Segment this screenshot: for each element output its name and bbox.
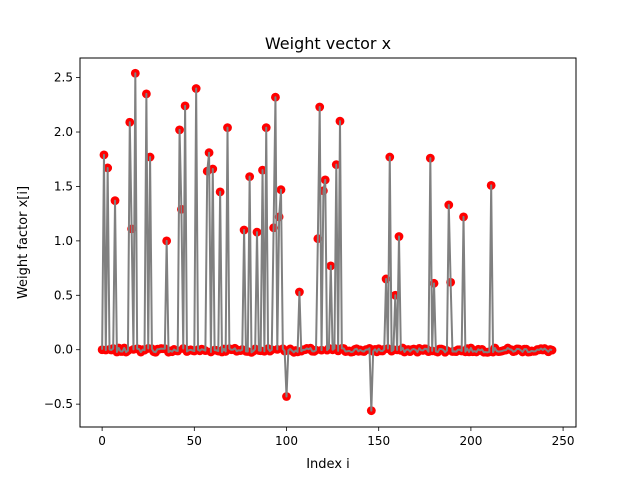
x-tick-label: 0 bbox=[98, 434, 106, 448]
y-tick-label: 1.5 bbox=[54, 179, 73, 193]
series-line bbox=[101, 72, 553, 412]
x-tick-label: 100 bbox=[275, 434, 298, 448]
axis-ticks: 0 50 100 150 200 250 −0.5 0.0 0.5 1.0 1.5 2.0 2.5 bbox=[44, 71, 575, 448]
plot-content bbox=[97, 68, 557, 416]
y-tick-label: 2.5 bbox=[54, 71, 73, 85]
x-tick-label: 50 bbox=[187, 434, 202, 448]
y-tick-label: 2.0 bbox=[54, 125, 73, 139]
y-tick-label: 0.0 bbox=[54, 343, 73, 357]
x-tick-label: 250 bbox=[552, 434, 575, 448]
chart-title: Weight vector x bbox=[265, 34, 391, 53]
y-tick-label: 1.0 bbox=[54, 234, 73, 248]
y-tick-label: 0.5 bbox=[54, 288, 73, 302]
x-tick-label: 200 bbox=[459, 434, 482, 448]
y-tick-label: −0.5 bbox=[44, 397, 73, 411]
x-tick-label: 150 bbox=[367, 434, 390, 448]
x-axis-label: Index i bbox=[306, 457, 350, 472]
axes-frame bbox=[79, 57, 577, 428]
y-axis-label: Weight factor x[i] bbox=[16, 186, 31, 299]
